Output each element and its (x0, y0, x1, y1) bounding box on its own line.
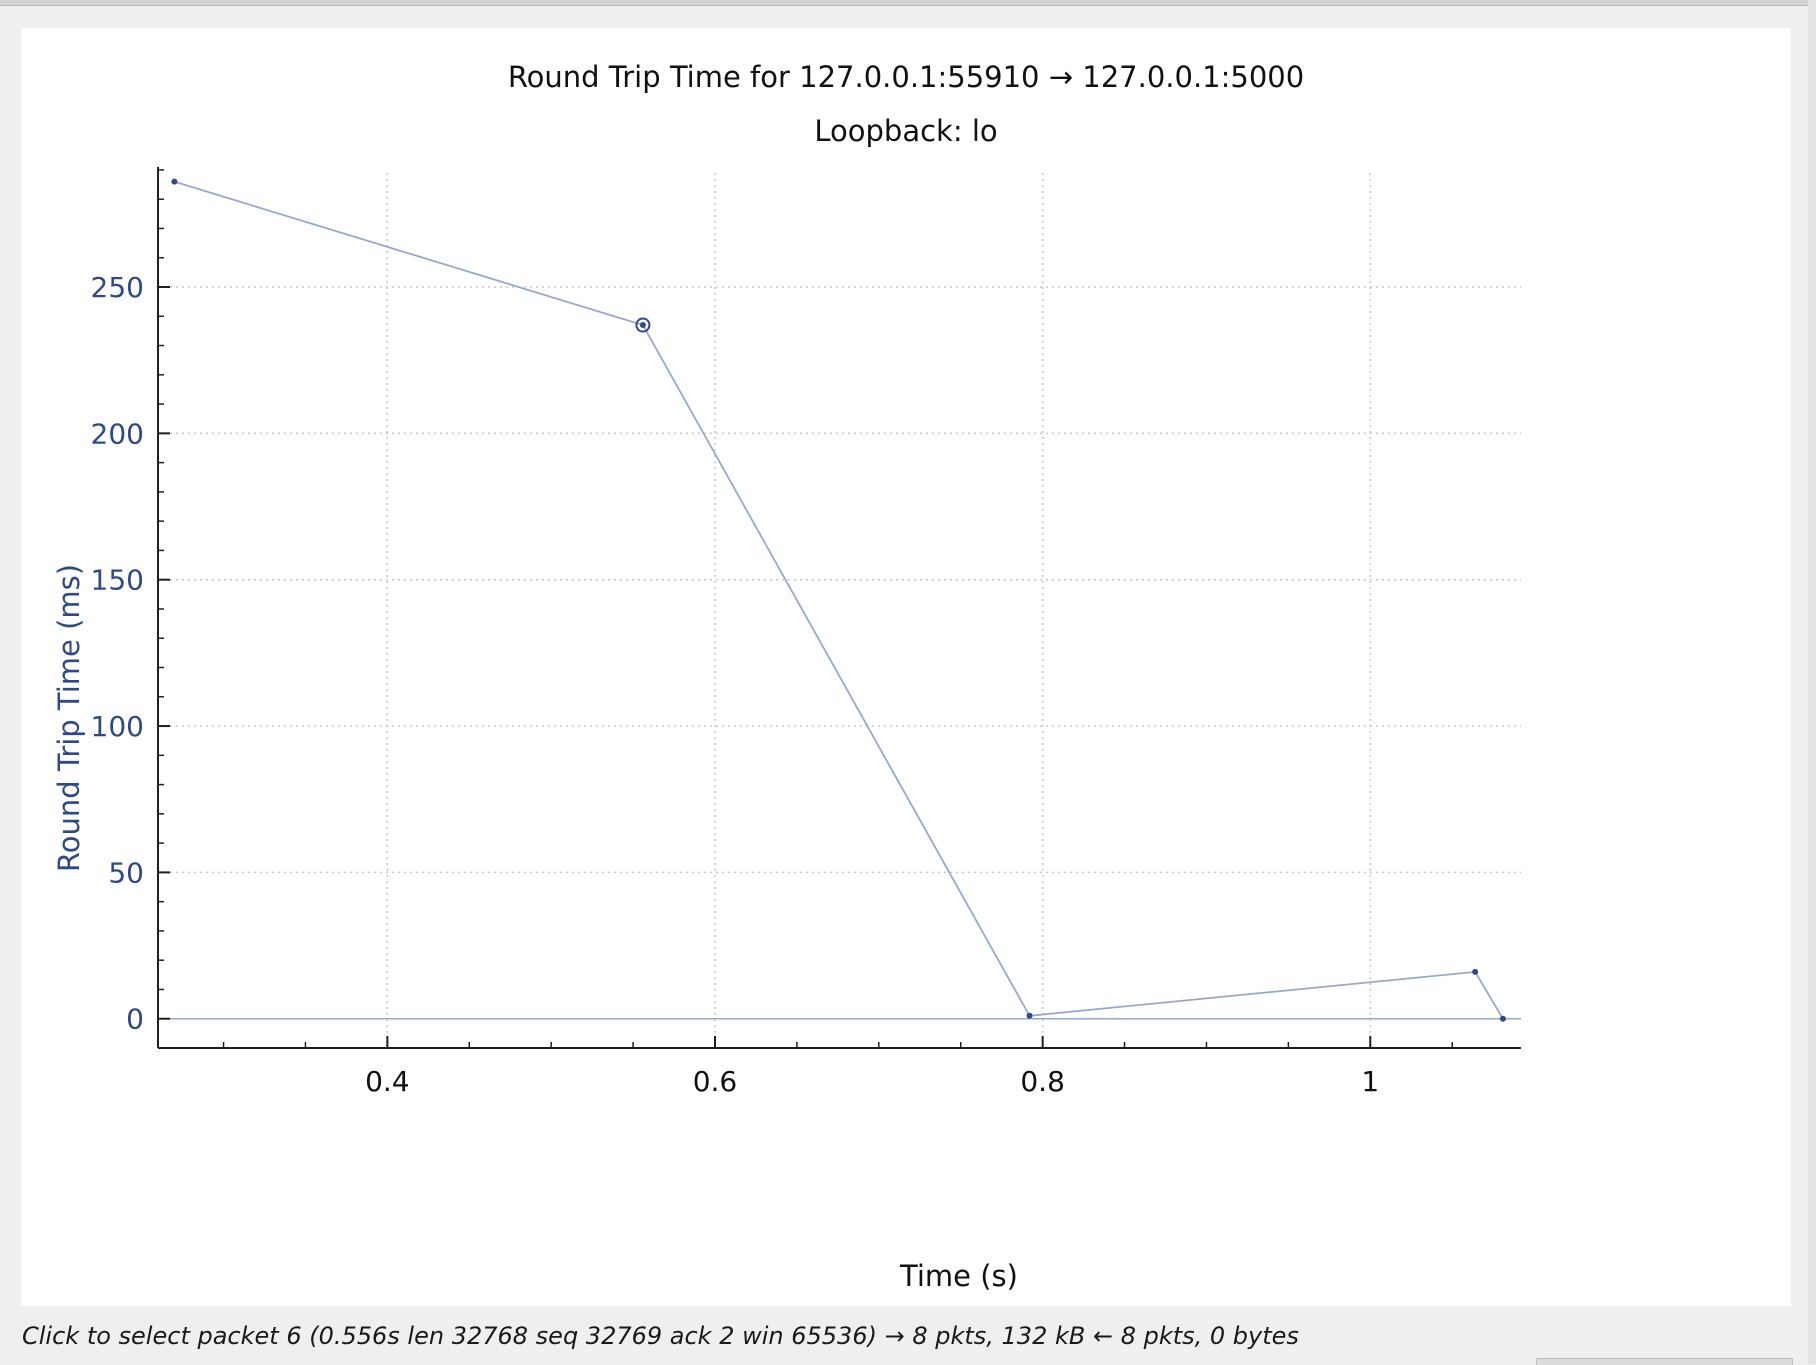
data-point (1472, 968, 1479, 975)
data-point (1026, 1012, 1033, 1019)
y-tick-label: 250 (91, 271, 144, 304)
resize-handle[interactable] (1536, 1358, 1793, 1365)
y-tick-label: 100 (91, 710, 144, 743)
x-axis-label: Time (s) (899, 1259, 1018, 1293)
window-right-border (1808, 0, 1816, 1364)
window-top-border (0, 0, 1816, 6)
y-axis-label: Round Trip Time (ms) (52, 564, 86, 872)
data-point (1499, 1015, 1506, 1022)
series[interactable] (171, 178, 1506, 1022)
grid (158, 173, 1521, 1048)
chart-title: Round Trip Time for 127.0.0.1:55910 → 12… (508, 60, 1304, 94)
selected-point-marker (635, 317, 651, 333)
series-line (174, 180, 1504, 1020)
status-bar: Click to select packet 6 (0.556s len 327… (22, 1322, 1299, 1350)
data-point (171, 178, 178, 185)
plot-area[interactable]: Round Trip Time for 127.0.0.1:55910 → 12… (21, 28, 1791, 1306)
y-tick-label: 0 (126, 1003, 144, 1036)
rtt-chart[interactable]: Round Trip Time for 127.0.0.1:55910 → 12… (21, 28, 1791, 1306)
chart-subtitle: Loopback: lo (814, 114, 997, 148)
y-tick-label: 200 (91, 417, 144, 450)
x-tick-label: 0.8 (1020, 1065, 1065, 1098)
x-tick-label: 0.6 (693, 1065, 738, 1098)
x-tick-label: 1 (1361, 1065, 1379, 1098)
axes: 0 50 100 150 200 250 0.4 0.6 0.8 1 (91, 167, 1521, 1098)
y-tick-label: 150 (91, 564, 144, 597)
data-point (639, 322, 646, 329)
y-tick-label: 50 (108, 856, 144, 889)
x-tick-label: 0.4 (365, 1065, 410, 1098)
